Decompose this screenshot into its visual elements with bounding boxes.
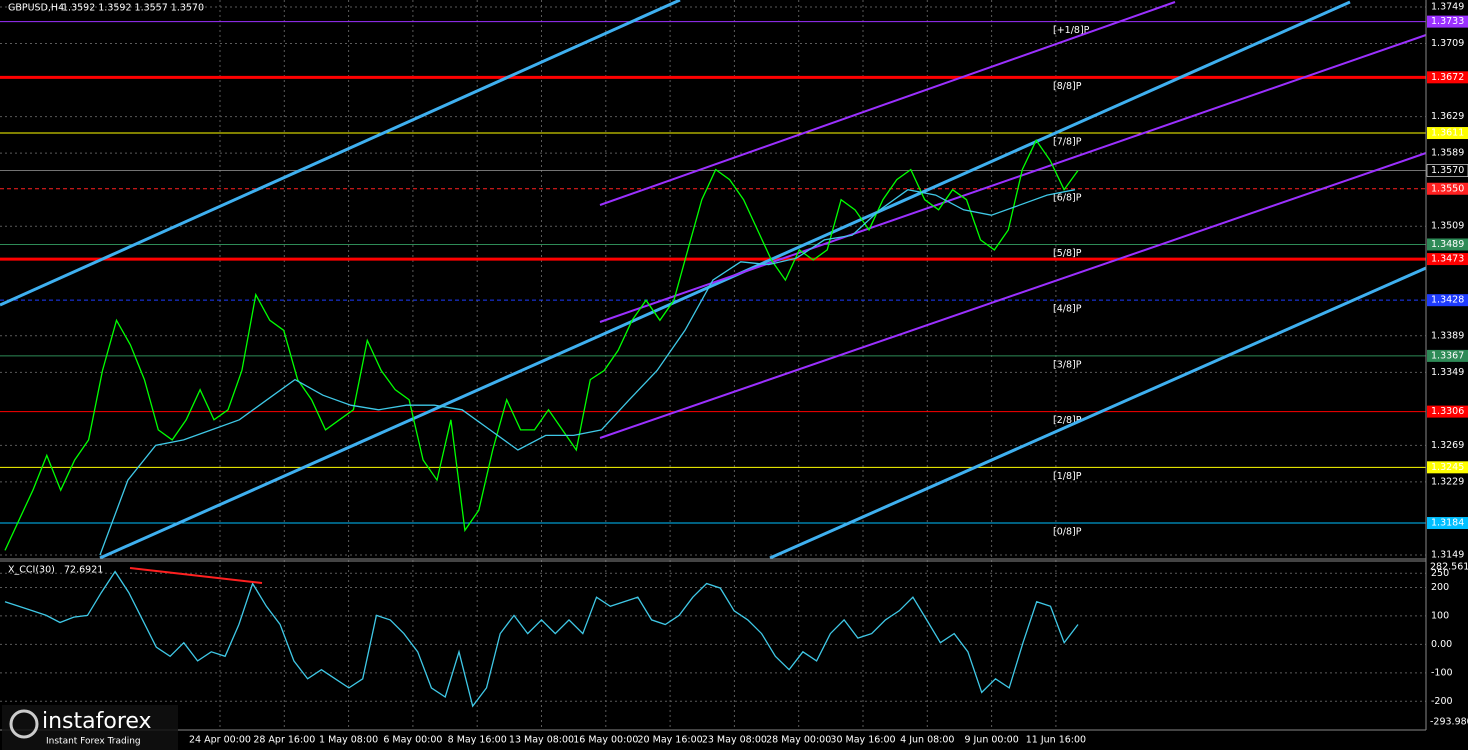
channel-line: [99, 0, 1351, 560]
x-tick-label: 30 May 16:00: [830, 735, 895, 746]
y-tick-label: 1.3269: [1431, 440, 1464, 451]
y-tick-label: -100: [1431, 667, 1453, 678]
y-tick-label: 100: [1431, 610, 1449, 621]
regression-line: [599, 1, 1176, 206]
y-tick-label: 1.3349: [1431, 367, 1464, 378]
y-tick-label: 0.00: [1431, 639, 1452, 650]
level-price-bg: [1427, 253, 1468, 266]
y-limit-label: -293.980: [1430, 717, 1468, 728]
series-line: [4, 570, 1079, 708]
level-price: 1.3245: [1431, 462, 1464, 473]
indicator-name: X_CCI(30): [8, 565, 55, 576]
y-tick-label: 250: [1431, 568, 1449, 579]
x-tick-label: 4 Jun 08:00: [900, 735, 954, 746]
level-label: [1/8]P: [1053, 471, 1082, 482]
level-label: [4/8]P: [1053, 304, 1082, 315]
x-tick-label: 9 Jun 00:00: [964, 735, 1018, 746]
ohlc: 1.3592 1.3592 1.3557 1.3570: [62, 3, 204, 14]
y-tick-label: -200: [1431, 696, 1453, 707]
level-price-bg: [1427, 127, 1468, 140]
x-tick-label: 24 Apr 00:00: [189, 735, 251, 746]
level-price: 1.3489: [1431, 239, 1464, 250]
x-tick-label: 6 May 00:00: [383, 735, 442, 746]
x-tick-label: 23 May 08:00: [702, 735, 767, 746]
x-tick-label: 13 May 08:00: [509, 735, 574, 746]
level-price-bg: [1427, 294, 1468, 307]
divergence-line: [129, 567, 263, 584]
level-price-bg: [1427, 238, 1468, 251]
logo: instaforex Instant Forex Trading: [2, 705, 178, 750]
level-price-bg: [1427, 15, 1468, 28]
last-price-label: 1.3570: [1431, 165, 1464, 176]
regression: [599, 1, 1427, 439]
plot: [4, 139, 1079, 708]
x-tick-label: 11 Jun 16:00: [1026, 735, 1086, 746]
channel-line: [769, 266, 1427, 560]
y-tick-label: 1.3389: [1431, 330, 1464, 341]
level-label: [7/8]P: [1053, 137, 1082, 148]
x-tick-label: 16 May 00:00: [573, 735, 638, 746]
level-label: [8/8]P: [1053, 81, 1082, 92]
y-tick-label: 1.3509: [1431, 221, 1464, 232]
last-price-bg: [1426, 164, 1468, 177]
level-price: 1.3672: [1431, 72, 1464, 83]
level-label: [6/8]P: [1053, 192, 1082, 203]
series-line: [4, 139, 1079, 551]
y-tick-label: 1.3629: [1431, 111, 1464, 122]
level-price-bg: [1427, 182, 1468, 195]
level-price: 1.3473: [1431, 254, 1464, 265]
logo-brand: instaforex: [42, 709, 152, 734]
level-price: 1.3306: [1431, 406, 1464, 417]
y-tick-label: 200: [1431, 582, 1449, 593]
channel-line: [0, 0, 681, 307]
regression-line: [599, 152, 1427, 439]
indicator-value: 72.6921: [64, 565, 103, 576]
y-tick-label: 1.3749: [1431, 2, 1464, 13]
level-price: 1.3550: [1431, 183, 1464, 194]
channels: [0, 0, 1427, 560]
x-tick-label: 8 May 16:00: [448, 735, 507, 746]
x-tick-label: 28 May 00:00: [766, 735, 831, 746]
level-price: 1.3184: [1431, 518, 1464, 529]
level-price: 1.3367: [1431, 350, 1464, 361]
level-label: [3/8]P: [1053, 359, 1082, 370]
series-line: [99, 189, 1076, 556]
y-limit-label: 282.5616: [1430, 562, 1468, 573]
level-price-bg: [1427, 71, 1468, 84]
x-tick-label: 20 May 16:00: [638, 735, 703, 746]
level-label: [2/8]P: [1053, 415, 1082, 426]
logo-tagline: Instant Forex Trading: [46, 737, 141, 747]
x-tick-label: 28 Apr 16:00: [253, 735, 315, 746]
level-price: 1.3611: [1431, 128, 1464, 139]
y-tick-label: 1.3149: [1431, 550, 1464, 561]
level-price-bg: [1427, 405, 1468, 418]
x-tick-label: 1 May 08:00: [319, 735, 378, 746]
symbol: GBPUSD,H4: [8, 3, 64, 14]
y-tick-label: 1.3709: [1431, 38, 1464, 49]
logo-icon: [9, 709, 39, 739]
y-tick-label: 1.3229: [1431, 476, 1464, 487]
y-tick-label: 1.3589: [1431, 148, 1464, 159]
level-price-bg: [1427, 349, 1468, 362]
level-price-bg: [1427, 517, 1468, 530]
level-price: 1.3733: [1431, 16, 1464, 27]
levels: 1.3733 [+1/8]P 1.3672 [8/8]P 1.3611 [7/8]P 1.3…: [0, 15, 1468, 538]
level-label: [+1/8]P: [1053, 25, 1090, 36]
level-label: [0/8]P: [1053, 527, 1082, 538]
level-price-bg: [1427, 461, 1468, 474]
level-label: [5/8]P: [1053, 248, 1082, 259]
grid: [0, 0, 1426, 730]
regression-line: [599, 34, 1427, 323]
level-price: 1.3428: [1431, 295, 1464, 306]
